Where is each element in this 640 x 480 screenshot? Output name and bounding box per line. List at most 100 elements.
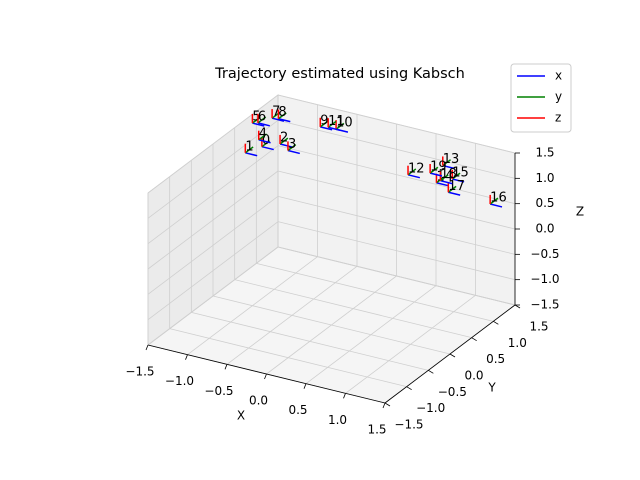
- point-label: 13: [443, 152, 460, 167]
- tick-mark: [428, 369, 434, 374]
- tick-mark: [264, 373, 267, 380]
- z-tick-label: 1.5: [535, 146, 554, 160]
- grid-line: [277, 94, 516, 154]
- tick-mark: [224, 364, 228, 370]
- tick-mark: [343, 393, 346, 399]
- z-axis-label: Z: [576, 205, 584, 219]
- y-tick-label: 0.0: [464, 369, 483, 383]
- y-tick-label: 0.5: [486, 352, 505, 366]
- point-label: 12: [408, 161, 425, 176]
- z-tick-label: −1.5: [530, 298, 559, 312]
- frame-axis: [407, 168, 417, 176]
- frame-axis: [429, 172, 443, 177]
- point-label: 6: [258, 109, 266, 124]
- tick-mark: [471, 337, 477, 342]
- frame-axis: [277, 112, 287, 120]
- axis-line: [384, 304, 516, 404]
- point-label: 5: [252, 110, 260, 125]
- frame-axis: [261, 145, 274, 151]
- frame-axis: [320, 126, 333, 131]
- grid-line: [191, 311, 429, 371]
- frame-axis: [407, 174, 421, 179]
- frame-axis: [258, 133, 267, 141]
- x-tick-label: 1.0: [328, 413, 347, 427]
- point-label: 15: [452, 166, 469, 181]
- x-tick-label: 1.5: [367, 423, 386, 437]
- grid-line: [147, 246, 279, 346]
- x-tick-label: −1.5: [125, 365, 154, 379]
- grid-line: [277, 145, 516, 205]
- point-label: 11: [328, 114, 345, 129]
- grid-line: [277, 221, 516, 281]
- legend-box: [510, 63, 572, 133]
- y-tick-label: −1.0: [416, 401, 445, 415]
- tick-mark: [406, 386, 412, 391]
- grid-line: [277, 246, 516, 306]
- frame-axis: [440, 179, 453, 185]
- grid-line: [147, 145, 279, 244]
- legend-label: y: [555, 90, 562, 104]
- frame-axis: [327, 126, 341, 131]
- frame-axis: [245, 152, 258, 157]
- point-label: 3: [288, 137, 296, 152]
- chart-title: Trajectory estimated using Kabsch: [214, 66, 465, 82]
- grid-line: [147, 94, 279, 194]
- tick-mark: [449, 353, 456, 358]
- frame-axis: [278, 117, 291, 123]
- z-tick-label: −0.5: [530, 247, 559, 261]
- frame-axis: [335, 122, 345, 130]
- frame-axis: [257, 122, 270, 127]
- legend-label: x: [555, 69, 562, 83]
- frame-axis: [439, 174, 449, 182]
- tick-mark: [514, 304, 521, 309]
- frame-axis: [252, 122, 265, 127]
- y-tick-label: −0.5: [438, 385, 467, 399]
- frame-axis: [257, 116, 267, 124]
- z-tick-label: −1.0: [530, 272, 559, 286]
- frame-axis: [442, 164, 455, 170]
- y-tick-label: −1.5: [394, 418, 423, 432]
- frame-axis: [319, 120, 329, 128]
- frame-axis: [258, 139, 271, 144]
- frame-axis: [452, 178, 465, 183]
- x-tick-label: −0.5: [204, 384, 233, 398]
- frame-axis: [279, 143, 293, 148]
- tick-mark: [185, 354, 188, 360]
- point-label: 2: [280, 131, 288, 146]
- frame-axis: [429, 166, 439, 174]
- frame-axis: [287, 149, 300, 155]
- frame-axis: [287, 144, 297, 152]
- frame-axis: [436, 182, 449, 187]
- frame-axis: [271, 117, 285, 122]
- point-label: 16: [490, 191, 507, 206]
- tick-mark: [382, 402, 386, 409]
- frame-axis: [244, 146, 254, 154]
- tick-mark: [145, 344, 149, 351]
- grid-line: [277, 195, 516, 255]
- point-label: 17: [448, 179, 465, 194]
- frame-axis: [448, 191, 461, 196]
- x-axis-label: X: [237, 409, 245, 423]
- y-axis-label: Y: [487, 381, 496, 395]
- axis-line: [147, 344, 386, 404]
- z-tick-label: 0.0: [535, 222, 554, 236]
- grid-line: [169, 328, 407, 388]
- z-tick-label: 1.0: [535, 171, 554, 185]
- grid-line: [147, 170, 279, 270]
- frame-axis: [489, 203, 503, 208]
- y-tick-label: 1.5: [529, 320, 548, 334]
- grid-line: [147, 221, 279, 320]
- grid-line: [212, 295, 451, 355]
- z-tick-label: 0.5: [535, 196, 554, 210]
- point-label: 9: [320, 113, 328, 128]
- x-tick-label: 0.0: [249, 394, 268, 408]
- point-label: 1: [245, 139, 253, 154]
- point-label: 8: [278, 105, 286, 120]
- point-label: 18: [440, 167, 457, 182]
- tick-mark: [303, 383, 307, 389]
- frame-axis: [442, 159, 452, 167]
- point-label: 10: [336, 116, 353, 131]
- frame-axis: [489, 197, 499, 205]
- point-label: 7: [272, 105, 280, 120]
